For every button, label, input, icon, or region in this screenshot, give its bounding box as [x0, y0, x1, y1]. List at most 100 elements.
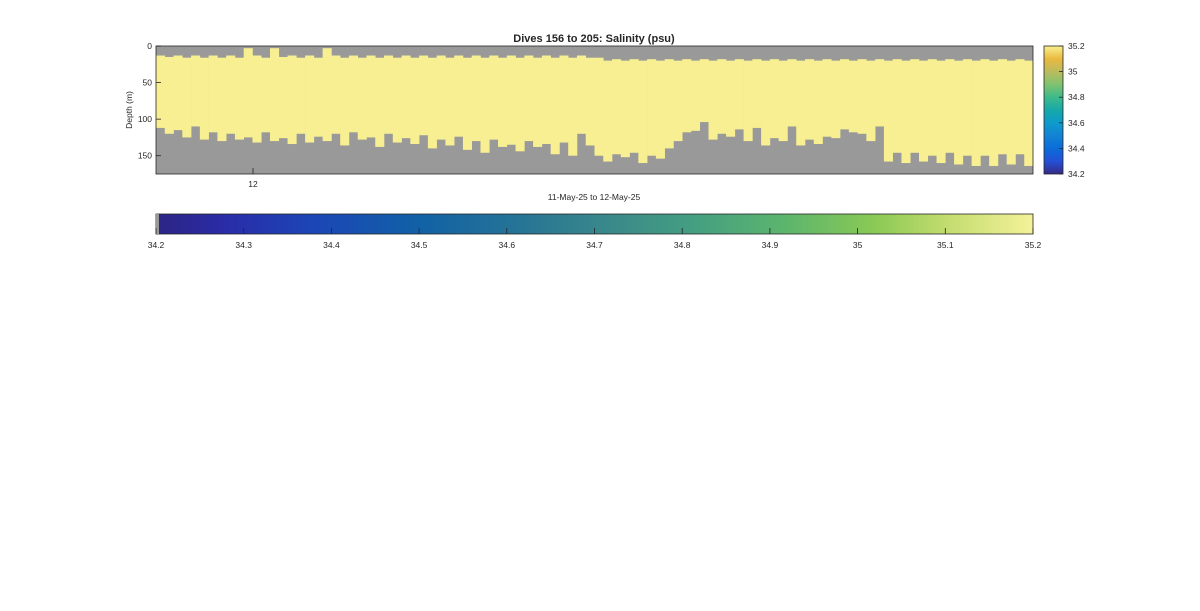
hcolorbar-tick-label: 35: [853, 240, 863, 250]
profile-column: [489, 55, 499, 140]
profile-column: [655, 60, 665, 159]
chart-title: Dives 156 to 205: Salinity (psu): [513, 33, 675, 45]
y-tick-label: 50: [143, 78, 153, 88]
profile-column: [445, 57, 455, 146]
colorbar-tick-label: 34.4: [1068, 143, 1085, 153]
hcolorbar-tick-label: 34.2: [148, 240, 165, 250]
y-tick-label: 150: [138, 151, 152, 161]
profile-column: [883, 60, 893, 162]
hcolorbar-tick-label: 34.6: [499, 240, 516, 250]
profile-column: [989, 60, 999, 166]
profile-column: [252, 55, 262, 143]
profile-column: [673, 60, 683, 142]
hcolorbar-tick-label: 34.7: [586, 240, 603, 250]
profile-column: [287, 55, 297, 145]
profile-column: [699, 59, 709, 123]
profile-column: [761, 60, 771, 146]
profile-column: [506, 55, 516, 145]
profile-column: [357, 57, 367, 140]
profile-column: [1015, 59, 1025, 155]
y-axis-label: Depth (m): [124, 91, 134, 129]
horizontal-colorbar-left-edge: [156, 214, 159, 234]
profile-column: [682, 59, 692, 133]
y-tick-label: 100: [138, 114, 152, 124]
profile-column: [804, 59, 815, 140]
hcolorbar-tick-label: 34.3: [235, 240, 252, 250]
profile-column: [401, 55, 411, 139]
hcolorbar-tick-label: 34.5: [411, 240, 428, 250]
vertical-colorbar-ticks: 35.2 35 34.8 34.6 34.4 34.2: [1059, 41, 1085, 179]
profile-column: [620, 60, 630, 158]
profile-column: [936, 60, 946, 164]
profile-column: [515, 57, 525, 152]
profile-column: [840, 59, 850, 130]
profile-column: [173, 55, 183, 131]
profile-column: [892, 59, 902, 153]
profile-column: [954, 60, 964, 165]
profile-column: [576, 55, 587, 134]
profile-column: [410, 57, 420, 145]
profile-column: [690, 60, 701, 131]
profile-column: [340, 57, 350, 146]
profile-column: [901, 60, 911, 164]
profile-column: [480, 57, 490, 153]
profile-column: [717, 59, 727, 134]
profile-column: [471, 55, 481, 142]
profile-column: [848, 60, 858, 133]
profile-column: [348, 55, 359, 133]
profile-column: [734, 59, 744, 130]
profile-column: [427, 57, 437, 149]
plot-frame: [155, 45, 1034, 175]
profile-column: [1024, 60, 1034, 166]
profile-column: [997, 59, 1007, 155]
profile-column: [156, 55, 166, 128]
profile-column: [726, 60, 736, 137]
colorbar-tick-label: 34.6: [1068, 118, 1085, 128]
hcolorbar-tick-label: 34.4: [323, 240, 340, 250]
hcolorbar-tick-label: 34.9: [762, 240, 779, 250]
profile-column: [1006, 60, 1016, 165]
profile-column: [296, 57, 306, 134]
profile-column: [778, 60, 788, 142]
profile-column: [866, 60, 876, 142]
profile-column: [813, 60, 823, 145]
profile-column: [436, 55, 446, 140]
profile-column: [787, 59, 797, 127]
vertical-colorbar: [1043, 45, 1064, 175]
profile-column: [769, 59, 779, 139]
profile-column: [217, 57, 227, 142]
profile-column: [927, 59, 937, 156]
profile-column: [743, 60, 753, 142]
profile-column: [199, 57, 209, 140]
profile-column: [708, 60, 718, 140]
salinity-section-plot: [156, 46, 1034, 174]
profile-column: [243, 48, 253, 138]
hcolorbar-tick-label: 35.1: [937, 240, 954, 250]
hcolorbar-tick-label: 35.2: [1025, 240, 1042, 250]
profile-column: [366, 55, 376, 138]
profile-column: [945, 59, 955, 153]
colorbar-tick-label: 35.2: [1068, 41, 1085, 51]
x-axis-label: 11-May-25 to 12-May-25: [548, 192, 641, 202]
profile-column: [524, 55, 534, 142]
profile-column: [638, 60, 648, 164]
hcolorbar-tick-label: 34.8: [674, 240, 691, 250]
profile-column: [384, 55, 394, 134]
profile-column: [533, 57, 543, 147]
profile-column: [234, 57, 244, 140]
profile-column: [568, 57, 578, 156]
profile-column: [419, 55, 429, 136]
profile-column: [375, 57, 385, 147]
horizontal-colorbar-ticks: 34.2 34.3 34.4 34.5 34.6 34.7 34.8 34.9 35 35.1 35…: [148, 228, 1042, 250]
profile-column: [313, 57, 323, 137]
profile-column: [752, 59, 762, 128]
y-tick-label: 0: [147, 41, 152, 51]
profile-column: [270, 48, 280, 142]
profile-column: [962, 59, 972, 156]
profile-column: [226, 55, 236, 134]
profile-column: [857, 59, 867, 134]
colorbar-tick-label: 35: [1068, 67, 1078, 77]
profile-column: [918, 60, 929, 162]
profile-column: [462, 57, 473, 150]
profile-column: [454, 55, 464, 137]
